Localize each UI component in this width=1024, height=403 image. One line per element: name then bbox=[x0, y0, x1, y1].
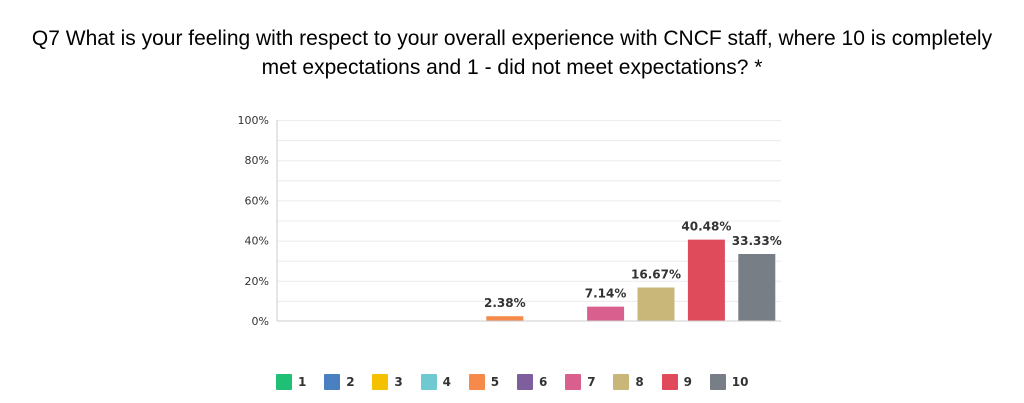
legend-swatch bbox=[661, 374, 678, 390]
legend-item-9: 9 bbox=[661, 373, 692, 391]
bar-10 bbox=[738, 254, 776, 321]
legend-label: 8 bbox=[635, 375, 644, 389]
y-tick-label: 80% bbox=[245, 154, 269, 167]
legend-swatch bbox=[517, 374, 533, 390]
legend-swatch bbox=[709, 374, 726, 390]
y-tick-label: 20% bbox=[245, 275, 269, 288]
legend-item-6: 6 bbox=[517, 373, 547, 391]
bar-8 bbox=[637, 287, 675, 321]
bar-5 bbox=[486, 316, 524, 321]
data-label-9: 40.48% bbox=[681, 220, 731, 234]
data-label-7: 7.14% bbox=[585, 287, 627, 301]
legend-swatch bbox=[276, 374, 292, 390]
legend: 1 2 3 4 5 6 7 8 9 10 bbox=[0, 373, 1024, 391]
y-tick-label: 40% bbox=[245, 235, 269, 248]
legend-swatch bbox=[324, 374, 341, 390]
bars bbox=[486, 239, 776, 321]
legend-swatch bbox=[468, 374, 485, 390]
legend-label: 4 bbox=[442, 375, 451, 389]
legend-item-2: 2 bbox=[324, 373, 355, 391]
chart-title: Q7 What is your feeling with respect to … bbox=[31, 27, 993, 79]
data-labels: 2.38% 7.14% 16.67% 40.48%33.33% bbox=[484, 220, 782, 311]
legend-item-3: 3 bbox=[372, 373, 403, 391]
legend-label: 7 bbox=[587, 375, 596, 389]
legend-swatch bbox=[420, 374, 437, 390]
legend-label: 9 bbox=[683, 375, 692, 389]
y-tick-label: 0% bbox=[252, 315, 269, 328]
legend-swatch bbox=[372, 374, 389, 390]
legend-item-7: 7 bbox=[565, 373, 596, 391]
legend-item-4: 4 bbox=[420, 373, 451, 391]
legend-swatch bbox=[565, 374, 582, 390]
data-label-8: 16.67% bbox=[631, 267, 681, 281]
legend-swatch bbox=[613, 374, 630, 390]
legend-item-5: 5 bbox=[468, 373, 500, 391]
data-label-10: 33.33% bbox=[732, 234, 782, 248]
legend-label: 6 bbox=[539, 375, 548, 389]
legend-label: 2 bbox=[346, 375, 355, 389]
legend-item-1: 1 bbox=[276, 373, 306, 391]
legend-label: 1 bbox=[298, 375, 307, 389]
legend-label: 10 bbox=[731, 375, 749, 389]
legend-item-8: 8 bbox=[613, 373, 644, 391]
legend-item-10: 10 bbox=[709, 373, 749, 391]
legend-label: 3 bbox=[394, 375, 403, 389]
y-axis-ticks: 0% 20% 40% 60% 80% 100% bbox=[238, 114, 269, 328]
bar-9 bbox=[687, 239, 725, 321]
y-tick-label: 100% bbox=[238, 114, 269, 127]
bar-7 bbox=[587, 306, 625, 321]
data-label-5: 2.38% bbox=[484, 296, 526, 310]
legend-label: 5 bbox=[490, 375, 500, 389]
y-tick-label: 60% bbox=[245, 194, 269, 207]
